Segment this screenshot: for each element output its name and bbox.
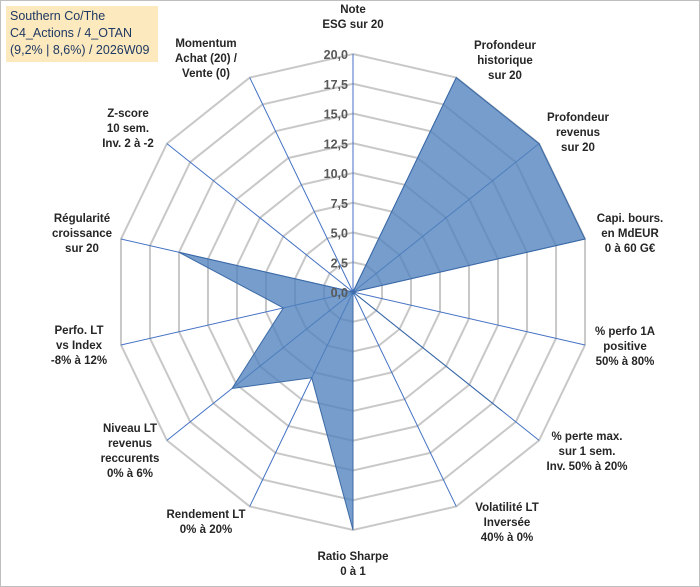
axis-label-line: -8% à 12% xyxy=(51,355,107,367)
tick-label: 12,5 xyxy=(324,137,348,151)
chart-title-box: Southern Co/The C4_Actions / 4_OTAN (9,2… xyxy=(6,6,158,62)
axis-label: Capi. bours. en MdEUR 0 à 60 G€ xyxy=(597,213,663,255)
axis-label: Volatilité LT Inversée 40% à 0% xyxy=(475,502,538,544)
tick-label: 17,5 xyxy=(324,78,348,92)
axis-label-line: Profondeur xyxy=(547,112,609,124)
axis-label-line: Perfo. LT xyxy=(55,325,104,337)
axis-label-line: 0 à 1 xyxy=(340,566,366,578)
axis-label-line: historique xyxy=(477,55,533,67)
axis-label-line: Inversée xyxy=(484,517,531,529)
axis-label: Note ESG sur 20 xyxy=(322,4,383,31)
axis-label: Profondeur historique sur 20 xyxy=(474,40,536,82)
title-company: Southern Co/The xyxy=(10,9,106,23)
radar-tick-labels: 0,0 2,5 5,0 7,5 10,0 12,5 15,0 17,5 20,0 xyxy=(324,48,348,300)
axis-label-line: 40% à 0% xyxy=(481,532,533,544)
tick-label: 5,0 xyxy=(331,227,348,241)
axis-label-line: Ratio Sharpe xyxy=(318,551,389,563)
axis-label-line: 0 à 60 G€ xyxy=(605,243,656,255)
axis-label-line: sur 20 xyxy=(65,243,99,255)
axis-label: Z-score 10 sem. Inv. 2 à -2 xyxy=(102,108,154,150)
axis-label-line: Momentum xyxy=(175,38,236,50)
axis-label-line: Capi. bours. xyxy=(597,213,663,225)
tick-label: 10,0 xyxy=(324,167,348,181)
axis-label-line: Inv. 2 à -2 xyxy=(102,138,154,150)
axis-label-line: reccurents xyxy=(101,453,160,465)
axis-label-line: 50% à 80% xyxy=(596,356,655,368)
axis-label-line: Z-score xyxy=(107,108,149,120)
axis-label-line: ESG sur 20 xyxy=(322,19,383,31)
axis-label: Perfo. LT vs Index -8% à 12% xyxy=(51,325,107,367)
axis-spoke xyxy=(352,291,457,507)
axis-label: Profondeur revenus sur 20 xyxy=(547,112,609,154)
axis-label-line: sur 20 xyxy=(561,142,595,154)
radar-axis-labels: Note ESG sur 20 Profondeur historique sur 20… xyxy=(51,4,663,578)
axis-label-line: croissance xyxy=(52,228,112,240)
axis-label-line: Inv. 50% à 20% xyxy=(547,461,628,473)
axis-label-line: sur 20 xyxy=(488,70,522,82)
axis-spoke xyxy=(352,291,586,346)
axis-label-line: revenus xyxy=(556,127,600,139)
axis-label-line: 10 sem. xyxy=(107,123,149,135)
axis-label-line: vs Index xyxy=(56,340,103,352)
title-category: C4_Actions / 4_OTAN xyxy=(10,26,133,40)
axis-label-line: Note xyxy=(340,4,366,16)
axis-spoke xyxy=(249,77,354,293)
axis-label: Rendement LT 0% à 20% xyxy=(166,509,245,536)
axis-label-line: Rendement LT xyxy=(166,509,245,521)
tick-label: 7,5 xyxy=(331,197,348,211)
axis-label: Niveau LT revenus reccurents 0% à 6% xyxy=(101,423,160,480)
axis-label: Régularité croissance sur 20 xyxy=(52,213,112,255)
axis-label-line: % perte max. xyxy=(552,431,623,443)
axis-label-line: revenus xyxy=(108,438,152,450)
axis-label-line: Vente (0) xyxy=(182,68,230,80)
axis-label: Momentum Achat (20) / Vente (0) xyxy=(175,38,238,80)
axis-label: % perte max. sur 1 sem. Inv. 50% à 20% xyxy=(547,431,628,473)
axis-label: % perfo 1A positive 50% à 80% xyxy=(595,326,655,368)
axis-label-line: Profondeur xyxy=(474,40,536,52)
axis-label-line: Niveau LT xyxy=(103,423,157,435)
axis-label-line: en MdEUR xyxy=(601,228,659,240)
tick-label: 20,0 xyxy=(324,48,348,62)
axis-label-line: 0% à 20% xyxy=(180,524,232,536)
axis-label-line: 0% à 6% xyxy=(107,468,153,480)
tick-label: 15,0 xyxy=(324,108,348,122)
axis-label: Ratio Sharpe 0 à 1 xyxy=(318,551,389,578)
axis-label-line: Achat (20) / xyxy=(175,53,238,65)
axis-spoke xyxy=(166,143,354,293)
axis-label-line: Régularité xyxy=(54,213,110,225)
axis-label-line: sur 1 sem. xyxy=(559,446,616,458)
axis-label-line: Volatilité LT xyxy=(475,502,538,514)
tick-label: 0,0 xyxy=(331,286,348,300)
axis-label-line: % perfo 1A xyxy=(595,326,655,338)
tick-label: 2,5 xyxy=(331,256,348,270)
radar-series xyxy=(178,76,586,531)
title-performance: (9,2% | 8,6%) / 2026W09 xyxy=(10,43,150,57)
axis-label-line: positive xyxy=(603,341,646,353)
